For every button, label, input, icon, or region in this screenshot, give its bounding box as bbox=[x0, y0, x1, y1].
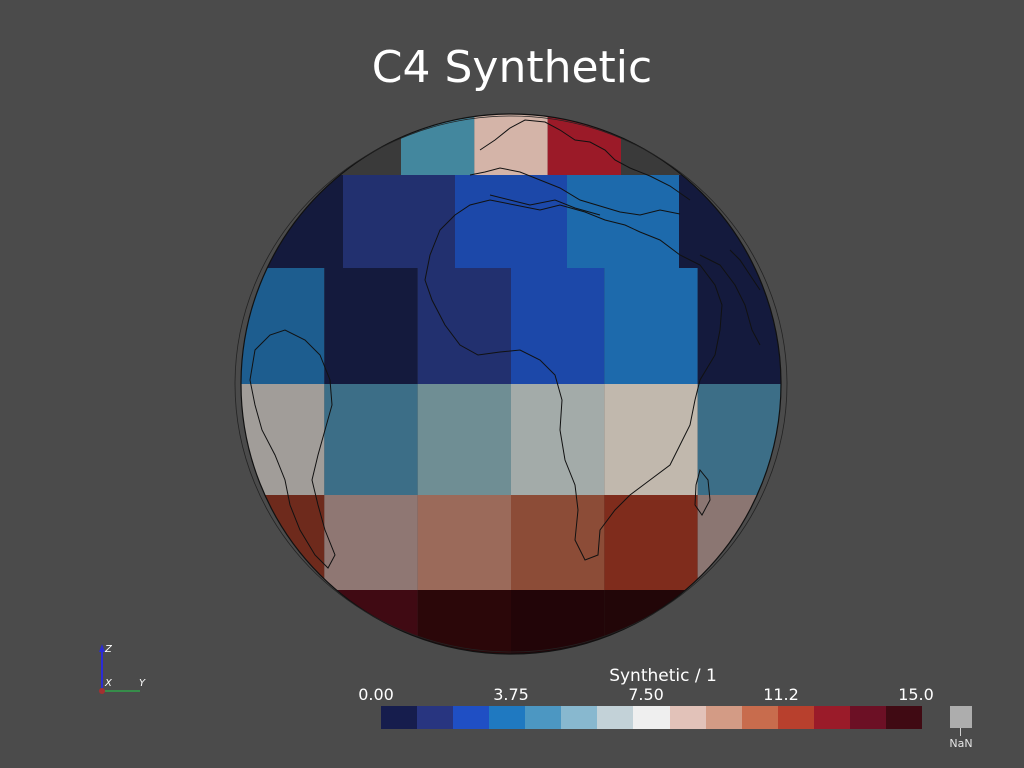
globe-cell-r5-c4 bbox=[604, 590, 698, 654]
globe-cell-r1-c3 bbox=[567, 175, 679, 268]
globe-cell-r2-c4 bbox=[604, 268, 698, 384]
globe-cell-r2-c3 bbox=[511, 268, 605, 384]
graticule-ring bbox=[234, 115, 788, 653]
globe-cell-r0-c1 bbox=[474, 114, 548, 175]
globe-cell-r3-c0 bbox=[241, 384, 325, 495]
globe-cell-r3-c2 bbox=[417, 384, 511, 495]
colorbar-segment-7 bbox=[633, 706, 670, 729]
z-axis-arrow bbox=[99, 644, 105, 652]
globe-cell-r3-c3 bbox=[511, 384, 605, 495]
globe-cell-r4-c1 bbox=[324, 495, 418, 590]
coastlines bbox=[249, 119, 761, 569]
globe-cell-r1-c4 bbox=[679, 175, 781, 268]
colorbar-segment-9 bbox=[705, 706, 742, 729]
colorbar-tick-0: 0.00 bbox=[358, 685, 394, 704]
colorbar-segment-14 bbox=[885, 706, 922, 729]
x-axis-label: X bbox=[104, 678, 113, 689]
colorbar-tick-4: 15.0 bbox=[898, 685, 934, 704]
globe-cell-r2-c2 bbox=[417, 268, 511, 384]
colorbar-segment-11 bbox=[777, 706, 814, 729]
colorbar-segment-10 bbox=[741, 706, 778, 729]
colorbar-tick-1: 3.75 bbox=[493, 685, 529, 704]
colorbar-segment-5 bbox=[561, 706, 598, 729]
colorbar-segment-13 bbox=[849, 706, 886, 729]
colorbar-segment-1 bbox=[417, 706, 454, 729]
globe-cells bbox=[241, 114, 781, 654]
globe-cell-r3-c1 bbox=[324, 384, 418, 495]
nan-label: NaN bbox=[949, 737, 973, 750]
globe-cell-r1-c1 bbox=[343, 175, 455, 268]
globe-cell-r4-c2 bbox=[417, 495, 511, 590]
colorbar-segment-0 bbox=[381, 706, 418, 729]
globe-cell-r4-c0 bbox=[241, 495, 325, 590]
globe-cell-r5-c1 bbox=[324, 590, 418, 654]
x-axis-dot bbox=[99, 688, 105, 694]
globe-cell-r4-c3 bbox=[511, 495, 605, 590]
globe-cell-r1-c0 bbox=[241, 175, 343, 268]
orientation-axes[interactable]: Z X Y bbox=[90, 640, 160, 700]
colorbar-segment-3 bbox=[489, 706, 526, 729]
globe-cell-r5-c0 bbox=[241, 590, 325, 654]
plot-title: C4 Synthetic bbox=[371, 42, 653, 93]
z-axis-label: Z bbox=[104, 644, 113, 655]
globe-cell-r4-c4 bbox=[604, 495, 698, 590]
colorbar-segment-4 bbox=[525, 706, 562, 729]
globe-cell-r2-c0 bbox=[241, 268, 325, 384]
colorbar bbox=[381, 706, 922, 729]
colorbar-tick-3: 11.2 bbox=[763, 685, 799, 704]
colorbar-title: Synthetic / 1 bbox=[609, 666, 717, 686]
colorbar-segment-8 bbox=[669, 706, 706, 729]
globe-cell-r3-c4 bbox=[604, 384, 698, 495]
globe-cell-r2-c5 bbox=[697, 268, 781, 384]
nan-swatch bbox=[950, 706, 972, 728]
globe-cell-r3-c5 bbox=[697, 384, 781, 495]
colorbar-segment-2 bbox=[453, 706, 490, 729]
globe-cell-r1-c2 bbox=[455, 175, 567, 268]
nan-tick-mark bbox=[960, 728, 961, 736]
globe-cell-r2-c1 bbox=[324, 268, 418, 384]
colorbar-segment-6 bbox=[597, 706, 634, 729]
colorbar-tick-2: 7.50 bbox=[628, 685, 664, 704]
globe-cell-r5-c2 bbox=[417, 590, 511, 654]
globe-cell-r5-c5 bbox=[697, 590, 781, 654]
globe-outline bbox=[240, 113, 782, 655]
globe-cell-r4-c5 bbox=[697, 495, 781, 590]
globe-cell-r5-c3 bbox=[511, 590, 605, 654]
y-axis-label: Y bbox=[139, 678, 146, 689]
colorbar-segment-12 bbox=[813, 706, 850, 729]
